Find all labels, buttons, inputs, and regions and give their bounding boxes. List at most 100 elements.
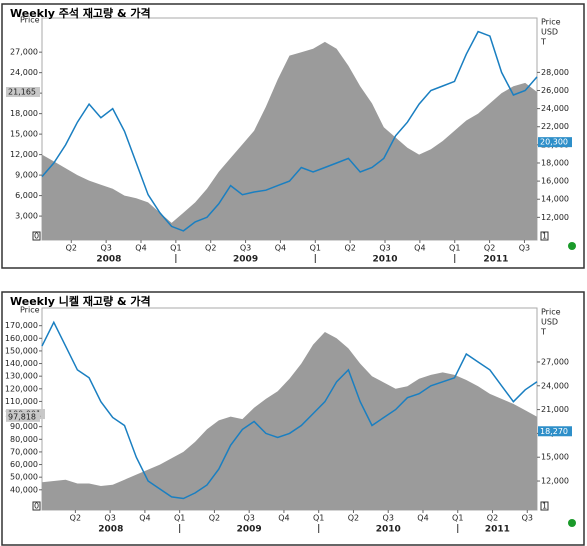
status-dot — [568, 242, 576, 250]
year-label: 2010 — [372, 255, 397, 265]
x-tick-label: Q2 — [205, 244, 216, 253]
year-label: 2008 — [96, 255, 121, 265]
y-tick-label: 6,000 — [15, 191, 38, 200]
y-tick-label: 9,000 — [15, 171, 38, 180]
chart-title: Weekly 주석 재고량 & 가격 — [10, 6, 151, 20]
x-tick-label: Q2 — [70, 514, 81, 523]
y-tick-label: 110,000 — [5, 397, 38, 406]
y-tick-label: 170,000 — [5, 321, 38, 330]
y-tick-label: 150,000 — [5, 346, 38, 355]
y-tick-label: 24,000 — [10, 68, 38, 77]
x-tick-label: Q2 — [487, 514, 498, 523]
x-tick-label: Q4 — [414, 244, 425, 253]
y-tick-label: 12,000 — [10, 150, 38, 159]
year-label: 2009 — [237, 525, 262, 535]
axis-marker-box — [540, 501, 549, 511]
price-line — [41, 320, 538, 500]
value-badge-label: 21,165 — [8, 88, 36, 97]
y2-tick-label: 26,000 — [541, 86, 569, 95]
y2-axis-label: T — [540, 38, 546, 47]
y2-tick-label: 16,000 — [541, 177, 569, 186]
y-tick-label: 130,000 — [5, 372, 38, 381]
axis-marker-box — [32, 501, 41, 511]
y2-tick-label: 22,000 — [541, 122, 569, 131]
axis-marker: 0 — [34, 502, 39, 511]
x-tick-label: Q4 — [139, 514, 150, 523]
y2-tick-label: 15,000 — [541, 453, 569, 462]
value-badge — [6, 87, 40, 98]
x-tick-label: Q2 — [66, 244, 77, 253]
y2-tick-label: 24,000 — [541, 104, 569, 113]
y2-tick-label: 12,000 — [541, 213, 569, 222]
y2-tick-label: 24,000 — [541, 381, 569, 390]
status-dot — [568, 519, 576, 527]
axis-marker-box — [540, 231, 549, 241]
value-badge-label: 18,270 — [540, 427, 568, 436]
x-tick-label: Q1 — [174, 514, 185, 523]
x-tick-label: Q1 — [170, 244, 181, 253]
x-tick-label: Q3 — [522, 514, 533, 523]
axis-marker: 1 — [542, 502, 547, 511]
y2-axis-label: T — [540, 328, 546, 337]
inventory-area — [42, 332, 537, 510]
x-tick-label: Q3 — [383, 514, 394, 523]
year-label: 2008 — [98, 525, 123, 535]
value-badge-label: 20,300 — [540, 138, 568, 147]
y-tick-label: 60,000 — [10, 460, 38, 469]
y2-tick-label: 21,000 — [541, 405, 569, 414]
x-tick-label: Q3 — [104, 514, 115, 523]
year-label: 2010 — [376, 525, 401, 535]
x-tick-label: Q2 — [209, 514, 220, 523]
x-tick-label: Q3 — [379, 244, 390, 253]
y2-tick-label: 28,000 — [541, 68, 569, 77]
x-tick-label: Q4 — [135, 244, 146, 253]
y2-tick-label: 18,000 — [541, 158, 569, 167]
x-tick-label: Q4 — [275, 244, 286, 253]
x-tick-label: Q2 — [348, 514, 359, 523]
y2-axis-label: USD — [541, 318, 558, 327]
x-tick-label: Q3 — [519, 244, 530, 253]
year-label: 2009 — [233, 255, 258, 265]
y2-axis-label: Price — [541, 18, 561, 27]
y-axis-label: Price — [20, 16, 40, 25]
y2-tick-label: 12,000 — [541, 477, 569, 486]
x-tick-label: Q2 — [484, 244, 495, 253]
y-tick-label: 50,000 — [10, 473, 38, 482]
y-tick-label: 160,000 — [5, 334, 38, 343]
x-tick-label: Q1 — [313, 514, 324, 523]
y-tick-label: 27,000 — [10, 48, 38, 57]
y-tick-label: 40,000 — [10, 485, 38, 494]
y-tick-label: 3,000 — [15, 212, 38, 221]
year-label: 2011 — [485, 525, 510, 535]
x-tick-label: Q3 — [100, 244, 111, 253]
price-line — [41, 30, 538, 232]
y-tick-label: 140,000 — [5, 359, 38, 368]
x-tick-label: Q1 — [452, 514, 463, 523]
x-tick-label: Q1 — [310, 244, 321, 253]
axis-marker: 0 — [34, 232, 39, 241]
x-tick-label: Q4 — [417, 514, 428, 523]
x-tick-label: Q1 — [449, 244, 460, 253]
value-badge — [538, 426, 572, 437]
axis-marker: 1 — [542, 232, 547, 241]
y2-tick-label: 14,000 — [541, 195, 569, 204]
x-tick-label: Q3 — [240, 244, 251, 253]
x-tick-label: Q2 — [344, 244, 355, 253]
y-tick-label: 18,000 — [10, 109, 38, 118]
y-tick-label: 120,000 — [5, 384, 38, 393]
y-tick-label: 80,000 — [10, 435, 38, 444]
year-label: 2011 — [483, 255, 508, 265]
value-badge — [6, 411, 40, 422]
x-tick-label: Q4 — [278, 514, 289, 523]
chart-title: Weekly 니켈 재고량 & 가격 — [10, 294, 151, 308]
y2-axis-label: USD — [541, 28, 558, 37]
inventory-area — [42, 41, 537, 241]
y-tick-label: 90,000 — [10, 422, 38, 431]
value-badge-label: 97,818 — [8, 412, 36, 421]
value-badge — [538, 137, 572, 148]
y-axis-label: Price — [20, 306, 40, 315]
y-tick-label: 15,000 — [10, 130, 38, 139]
axis-marker-box — [32, 231, 41, 241]
y2-tick-label: 27,000 — [541, 357, 569, 366]
